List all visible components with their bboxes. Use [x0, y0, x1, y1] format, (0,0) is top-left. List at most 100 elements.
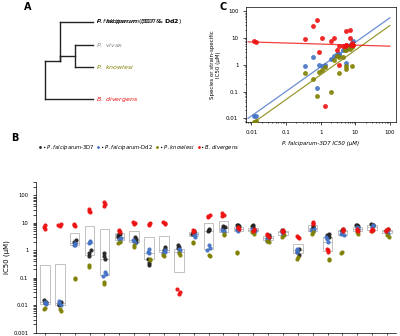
Point — [294, 246, 300, 252]
Point — [354, 224, 360, 230]
Bar — [382, 230, 392, 233]
Point — [190, 241, 196, 246]
Point — [342, 48, 348, 53]
Point — [354, 226, 360, 232]
Bar — [174, 249, 184, 271]
Point — [347, 28, 353, 33]
Point — [338, 231, 344, 237]
Point — [131, 245, 137, 250]
Point — [316, 49, 322, 55]
Point — [58, 308, 64, 314]
Point — [266, 235, 272, 240]
Point — [130, 243, 137, 248]
Point — [101, 203, 108, 208]
Point — [294, 256, 300, 261]
Point — [189, 239, 196, 245]
Point — [175, 250, 182, 255]
Point — [86, 262, 92, 267]
Point — [343, 66, 350, 72]
Point — [86, 241, 92, 246]
Point — [279, 227, 285, 233]
Point — [55, 302, 62, 308]
Point — [220, 212, 227, 217]
Point — [234, 222, 240, 227]
Bar — [263, 236, 273, 240]
Point — [72, 241, 79, 246]
Point — [58, 299, 64, 305]
Point — [115, 233, 121, 238]
Point — [385, 235, 392, 240]
Point — [294, 248, 300, 253]
Point — [252, 228, 258, 234]
Point — [174, 245, 181, 251]
Point — [206, 227, 212, 233]
Point — [176, 248, 183, 253]
Point — [310, 228, 317, 234]
Point — [132, 237, 139, 242]
Point — [319, 67, 325, 73]
Point — [350, 39, 356, 44]
Point — [384, 226, 391, 232]
Point — [192, 235, 198, 240]
Point — [347, 45, 353, 50]
Point — [340, 43, 346, 49]
Point — [100, 273, 107, 278]
Point — [56, 300, 62, 306]
Point — [40, 307, 47, 312]
Point — [340, 226, 346, 232]
Bar — [40, 265, 50, 303]
Point — [58, 221, 64, 227]
Point — [236, 226, 242, 232]
Point — [339, 249, 346, 254]
Point — [296, 252, 302, 257]
Point — [251, 227, 258, 233]
Point — [279, 228, 285, 234]
Point — [71, 239, 77, 245]
Point — [328, 38, 334, 43]
Point — [147, 257, 153, 262]
Bar — [130, 230, 139, 242]
Point — [250, 224, 256, 230]
Point — [190, 229, 197, 235]
Point — [160, 219, 166, 224]
Point — [279, 229, 286, 235]
Point — [316, 62, 322, 68]
Point — [336, 62, 343, 68]
Point — [334, 48, 340, 53]
Point — [42, 305, 48, 310]
Point — [334, 51, 340, 57]
Point — [57, 223, 63, 229]
Point — [162, 220, 168, 225]
Point — [308, 227, 314, 233]
Point — [117, 231, 123, 237]
Point — [370, 227, 376, 233]
Point — [147, 256, 153, 261]
Text: $\bf{\it{P.~falciparum}}$ (3D7 & $\bf{Dd2}$): $\bf{\it{P.~falciparum}}$ (3D7 & $\bf{Dd… — [96, 17, 182, 26]
Point — [234, 249, 240, 254]
Point — [102, 256, 108, 261]
Point — [311, 226, 317, 232]
Point — [192, 231, 198, 237]
Point — [42, 299, 48, 305]
Bar — [159, 236, 169, 252]
Point — [310, 221, 316, 227]
Point — [58, 302, 64, 308]
Point — [42, 226, 48, 232]
Text: $\bf{\it{P. falciparum}}$ (3D7 &: $\bf{\it{P. falciparum}}$ (3D7 & — [96, 17, 162, 26]
Point — [321, 62, 328, 68]
Bar — [100, 229, 109, 275]
Point — [343, 29, 350, 34]
Point — [385, 226, 391, 232]
Point — [43, 301, 50, 307]
Point — [326, 256, 332, 261]
Point — [131, 221, 137, 227]
Point — [221, 228, 227, 234]
Point — [204, 228, 211, 234]
Point — [325, 257, 332, 262]
Point — [87, 209, 93, 215]
Point — [249, 226, 256, 232]
Point — [132, 240, 138, 245]
Point — [264, 235, 271, 241]
Point — [309, 231, 315, 237]
Point — [42, 300, 48, 306]
